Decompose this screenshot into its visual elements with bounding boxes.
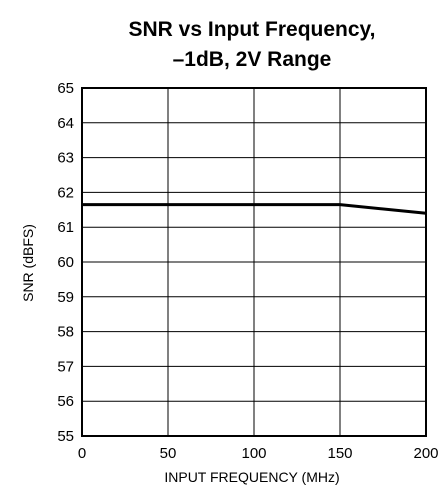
series-layer — [82, 203, 427, 215]
y-tick-label: 59 — [57, 289, 74, 306]
chart-title-line-2: –1dB, 2V Range — [173, 48, 332, 71]
x-tick-label: 100 — [241, 445, 266, 462]
chart-title-line-1: SNR vs Input Frequency, — [129, 18, 376, 41]
tick-labels: 55 56 57 58 59 60 61 62 63 64 65 0 50 100 150 200 — [57, 80, 438, 462]
x-tick-label: 0 — [78, 445, 86, 462]
x-axis-label: INPUT FREQUENCY (MHz) — [164, 469, 339, 485]
y-tick-label: 64 — [57, 115, 74, 132]
x-tick-label: 200 — [413, 445, 438, 462]
y-tick-label: 61 — [57, 219, 74, 236]
x-tick-label: 150 — [327, 445, 352, 462]
grid-lines — [81, 87, 427, 437]
y-tick-label: 56 — [57, 393, 74, 410]
y-axis-label: SNR (dBFS) — [20, 224, 36, 302]
y-tick-label: 57 — [57, 358, 74, 375]
snr-series-line — [82, 203, 427, 215]
y-tick-label: 55 — [57, 428, 74, 445]
y-tick-label: 65 — [57, 80, 74, 97]
y-tick-label: 63 — [57, 150, 74, 167]
y-tick-label: 60 — [57, 254, 74, 271]
y-tick-label: 62 — [57, 184, 74, 201]
plot-frame — [81, 87, 427, 437]
y-tick-label: 58 — [57, 324, 74, 341]
x-tick-label: 50 — [160, 445, 177, 462]
